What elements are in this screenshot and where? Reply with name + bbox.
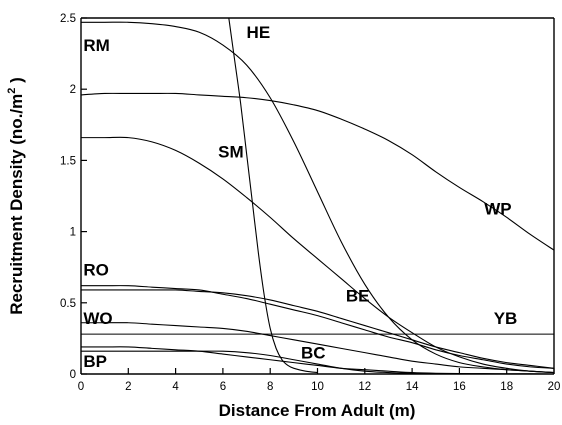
axes <box>80 17 555 375</box>
series-label-wo: WO <box>83 309 112 328</box>
series-label-wp: WP <box>484 200 511 219</box>
series-label-he: HE <box>247 23 271 42</box>
x-tick-label: 4 <box>172 381 179 393</box>
y-tick-label: 2 <box>70 84 76 96</box>
y-axis-title-sup: 2 <box>6 88 18 94</box>
y-tick-label: 1 <box>70 227 76 239</box>
x-tick-label: 12 <box>358 381 371 393</box>
x-tick-label: 16 <box>453 381 466 393</box>
x-tick-label: 6 <box>220 381 226 393</box>
x-axis-title: Distance From Adult (m) <box>219 401 416 420</box>
series-label-ro: RO <box>83 261 109 280</box>
x-tick-label: 8 <box>267 381 273 393</box>
x-tick-label: 14 <box>406 381 419 393</box>
y-tick-label: 1.5 <box>60 155 76 167</box>
y-axis-title-main: Recruitment Density (no./m <box>7 94 26 315</box>
y-axis-title-tail: ) <box>7 77 26 87</box>
y-tick-label: 2.5 <box>60 13 76 25</box>
series-label-yb: YB <box>494 309 518 328</box>
series-line-he <box>228 17 318 374</box>
series-label-be: BE <box>346 286 370 305</box>
y-tick-label: 0.5 <box>60 298 76 310</box>
x-tick-label: 2 <box>125 381 131 393</box>
y-tick-label: 0 <box>70 369 76 381</box>
series-line-be <box>81 289 555 369</box>
x-tick-label: 20 <box>548 381 561 393</box>
series-line-rm <box>81 21 555 374</box>
y-axis-title: Recruitment Density (no./m2 ) <box>6 77 26 315</box>
series-label-bc: BC <box>301 343 326 362</box>
series-line-sm <box>81 136 555 374</box>
series-label-bp: BP <box>83 352 107 371</box>
series-line-wp <box>80 92 555 251</box>
series-curves <box>80 17 555 375</box>
series-label-sm: SM <box>218 143 244 162</box>
x-tick-label: 0 <box>78 381 84 393</box>
series-labels: HE RM SM WP RO BE WO YB BC BP <box>83 23 517 371</box>
series-line-wo <box>81 322 555 374</box>
x-tick-label: 10 <box>311 381 324 393</box>
series-line-ro <box>80 285 555 369</box>
series-label-rm: RM <box>83 36 109 55</box>
x-tick-label: 18 <box>500 381 513 393</box>
